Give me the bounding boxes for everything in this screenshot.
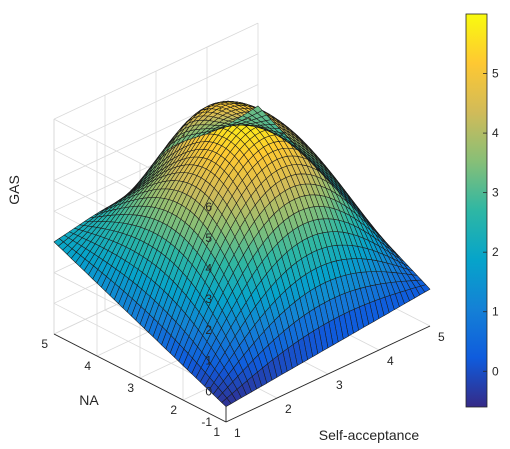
y-axis-label: NA (79, 392, 99, 408)
z-tick-label: 4 (205, 262, 212, 276)
colorbar-tick-label: 3 (492, 186, 499, 200)
y-tick-label: 3 (127, 381, 134, 395)
z-tick-label: 3 (205, 292, 212, 306)
surface-patch (53, 238, 64, 247)
z-tick-label: 5 (205, 231, 212, 245)
x-tick-label: 3 (336, 378, 343, 392)
z-tick-label: 2 (205, 323, 212, 337)
y-tick-label: 2 (170, 403, 177, 417)
colorbar-tick-label: 0 (492, 364, 499, 378)
x-axis-line (225, 325, 431, 423)
z-axis-label: GAS (6, 175, 22, 205)
colorbar-tick-label: 2 (492, 245, 499, 259)
y-tick-label: 1 (213, 425, 220, 439)
colorbar-tick-label: 5 (492, 67, 499, 81)
x-tick-label: 1 (234, 426, 241, 440)
y-tick-label: 4 (84, 359, 91, 373)
colorbar-ticks: 0 1 2 3 4 5 (483, 67, 499, 378)
x-tick-label: 5 (438, 330, 445, 344)
z-tick-label: 6 (205, 200, 212, 214)
surface-mesh (53, 100, 431, 407)
z-tick-label: 0 (205, 384, 212, 398)
x-axis-label: Self-acceptance (319, 427, 420, 443)
colorbar-gradient (465, 13, 488, 408)
x-tick-label: 4 (387, 354, 394, 368)
colorbar-tick-label: 4 (492, 126, 499, 140)
z-tick-label: 1 (205, 354, 212, 368)
y-axis-line (53, 333, 227, 423)
z-tick-label: -1 (201, 415, 212, 429)
x-tick-label: 2 (285, 402, 292, 416)
colorbar-tick-label: 1 (492, 305, 499, 319)
tick-labels: -1 0 1 2 3 4 5 6 1 2 3 4 5 1 2 3 4 5 (41, 200, 445, 440)
y-tick-label: 5 (41, 337, 48, 351)
colorbar: 0 1 2 3 4 5 (465, 13, 499, 408)
